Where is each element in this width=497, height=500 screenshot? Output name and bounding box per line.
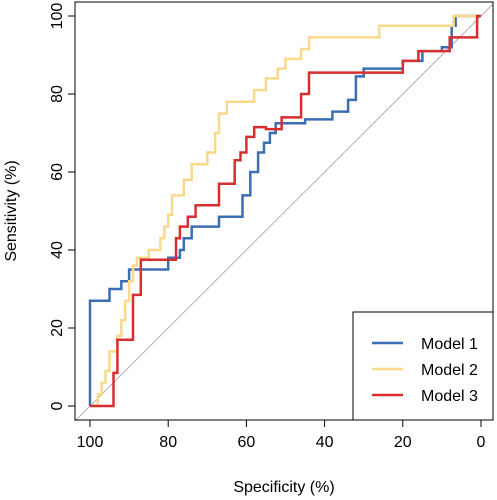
legend: Model 1 Model 2 Model 3 <box>352 311 494 421</box>
legend-label-model-2: Model 2 <box>421 362 478 379</box>
y-axis-title: Sensitivity (%) <box>3 160 20 261</box>
legend-box <box>352 311 494 421</box>
y-tick-label: 60 <box>49 163 66 181</box>
x-axis-title: Specificity (%) <box>233 479 334 496</box>
y-tick-label: 40 <box>49 241 66 259</box>
x-tick-label: 60 <box>238 434 256 451</box>
series-layer <box>88 14 481 408</box>
y-tick-label: 0 <box>49 401 66 410</box>
reference-line <box>74 3 494 422</box>
x-axis: 100 80 60 40 20 0 <box>77 420 486 451</box>
x-tick-label: 40 <box>316 434 334 451</box>
reference-diagonal <box>74 3 494 422</box>
y-tick-label: 80 <box>49 85 66 103</box>
x-tick-label: 100 <box>77 434 104 451</box>
series-line-model-2 <box>90 14 481 408</box>
plot-frame <box>74 1 494 421</box>
y-tick-label: 100 <box>49 3 66 30</box>
y-axis: 0 20 40 60 80 100 <box>49 3 75 410</box>
legend-label-model-3: Model 3 <box>421 388 478 405</box>
legend-label-model-1: Model 1 <box>421 336 478 353</box>
x-tick-label: 80 <box>159 434 177 451</box>
x-tick-label: 20 <box>394 434 412 451</box>
x-tick-label: 0 <box>477 434 486 451</box>
y-tick-label: 20 <box>49 319 66 337</box>
series-line-model-3 <box>90 14 481 408</box>
